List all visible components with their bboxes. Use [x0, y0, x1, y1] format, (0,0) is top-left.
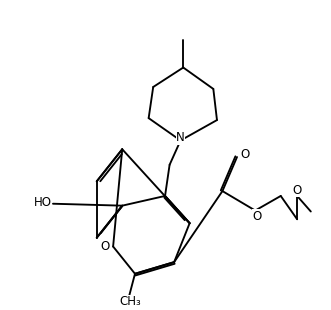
Text: O: O: [241, 148, 250, 161]
Text: O: O: [252, 210, 261, 223]
Text: HO: HO: [33, 196, 51, 209]
Text: N: N: [176, 131, 185, 144]
Text: O: O: [293, 184, 302, 197]
Text: O: O: [101, 240, 110, 253]
Text: CH₃: CH₃: [119, 295, 141, 308]
